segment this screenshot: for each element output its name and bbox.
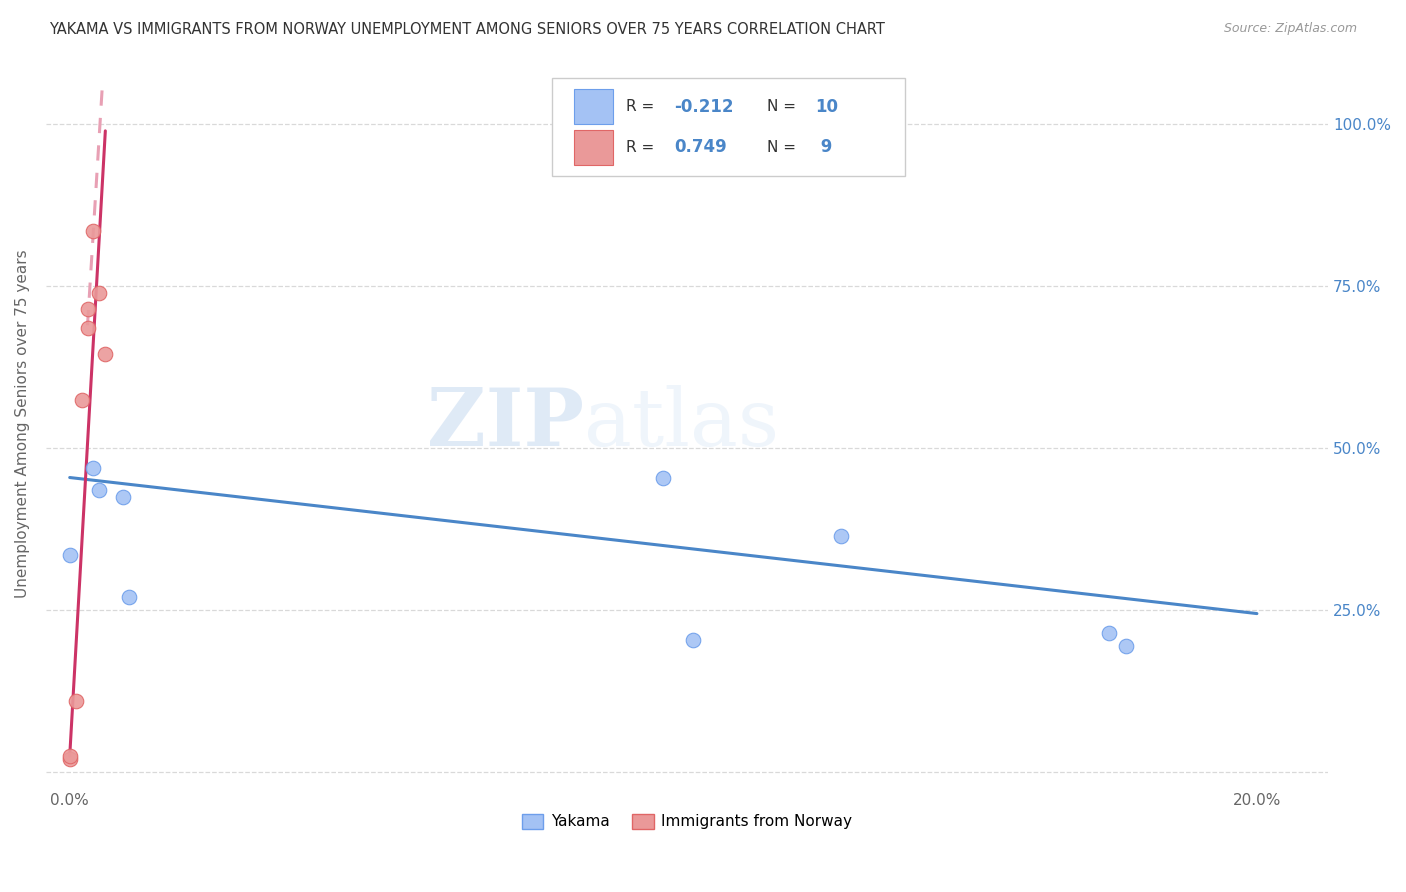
Y-axis label: Unemployment Among Seniors over 75 years: Unemployment Among Seniors over 75 years: [15, 250, 30, 599]
Text: Source: ZipAtlas.com: Source: ZipAtlas.com: [1223, 22, 1357, 36]
Legend: Yakama, Immigrants from Norway: Yakama, Immigrants from Norway: [516, 808, 859, 836]
Text: R =: R =: [626, 139, 658, 154]
Point: [830, 529, 852, 543]
FancyBboxPatch shape: [553, 78, 905, 177]
Point: [1115, 639, 1137, 653]
Point: [89, 483, 111, 498]
Point: [76, 321, 98, 335]
Text: 0.749: 0.749: [675, 138, 727, 156]
Text: -0.212: -0.212: [675, 98, 734, 116]
Point: [94, 347, 117, 361]
Bar: [574, 129, 613, 164]
Point: [82, 460, 104, 475]
Point: [59, 548, 82, 562]
Point: [118, 591, 141, 605]
Point: [682, 632, 704, 647]
Point: [82, 224, 104, 238]
Point: [59, 752, 82, 766]
Point: [652, 470, 675, 484]
Text: YAKAMA VS IMMIGRANTS FROM NORWAY UNEMPLOYMENT AMONG SENIORS OVER 75 YEARS CORREL: YAKAMA VS IMMIGRANTS FROM NORWAY UNEMPLO…: [49, 22, 886, 37]
Text: 9: 9: [815, 138, 832, 156]
Text: R =: R =: [626, 100, 658, 114]
Point: [70, 392, 93, 407]
Text: ZIP: ZIP: [427, 385, 585, 463]
Point: [89, 285, 111, 300]
Point: [59, 749, 82, 764]
Bar: [574, 89, 613, 125]
Text: 10: 10: [815, 98, 838, 116]
Point: [1097, 626, 1119, 640]
Point: [65, 694, 87, 708]
Text: N =: N =: [766, 100, 800, 114]
Point: [112, 490, 135, 504]
Text: atlas: atlas: [585, 385, 779, 463]
Point: [76, 301, 98, 316]
Text: N =: N =: [766, 139, 800, 154]
